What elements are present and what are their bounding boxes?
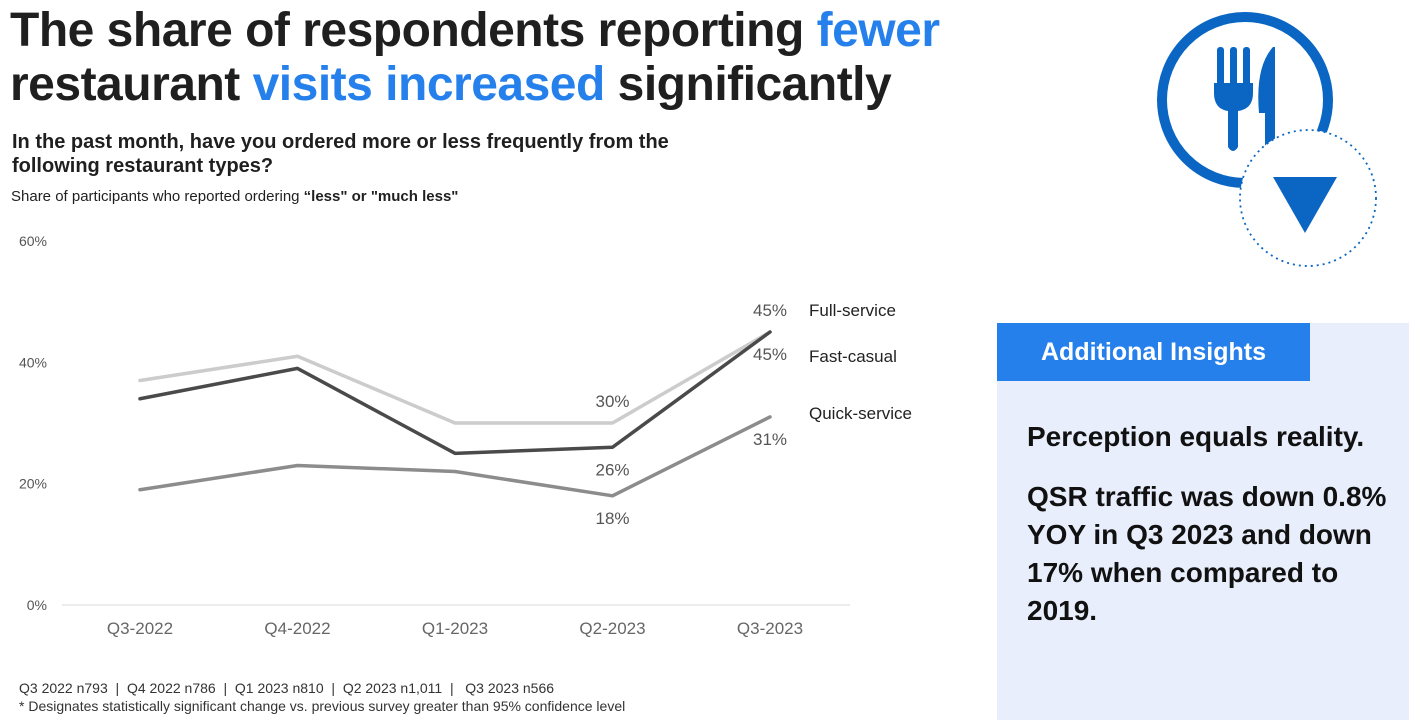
insights-header: Additional Insights — [997, 323, 1310, 381]
data-label: 45% — [753, 345, 787, 364]
x-tick-label: Q3-2023 — [737, 619, 803, 638]
x-tick-label: Q1-2023 — [422, 619, 488, 638]
series-line-full-service — [138, 330, 772, 425]
title-part2: restaurant — [10, 58, 253, 111]
additional-insights-panel: Additional Insights Perception equals re… — [997, 323, 1409, 720]
data-label: 18% — [595, 509, 629, 528]
title-highlight-fewer: fewer — [816, 4, 940, 57]
x-tick-label: Q3-2022 — [107, 619, 173, 638]
x-tick-label: Q4-2022 — [264, 619, 330, 638]
survey-question: In the past month, have you ordered more… — [12, 131, 669, 177]
footnote: Q3 2022 n793 | Q4 2022 n786 | Q1 2023 n8… — [19, 679, 625, 715]
significance-note: * Designates statistically significant c… — [19, 698, 626, 714]
title-part1: The share of respondents reporting — [10, 4, 817, 57]
restaurant-decline-icon — [1150, 5, 1390, 270]
series-name-fast-casual: Fast-casual — [809, 347, 897, 366]
y-tick-label: 40% — [19, 354, 47, 370]
subtitle-prefix: Share of participants who reported order… — [11, 188, 304, 205]
page-title: The share of respondents reporting fewer… — [10, 4, 950, 112]
subtitle-emphasis: “less" or "much less" — [303, 188, 459, 205]
data-label: 31% — [753, 430, 787, 449]
y-tick-label: 60% — [19, 233, 47, 249]
series-line-quick-service — [138, 415, 772, 498]
title-part3: significantly — [604, 58, 892, 111]
y-tick-label: 20% — [19, 476, 47, 492]
sample-sizes: Q3 2022 n793 | Q4 2022 n786 | Q1 2023 n8… — [19, 680, 555, 696]
x-tick-label: Q2-2023 — [579, 619, 645, 638]
series-line-fast-casual — [138, 330, 772, 456]
insights-body: QSR traffic was down 0.8% YOY in Q3 2023… — [1027, 481, 1387, 626]
chart-subtitle: Share of participants who reported order… — [11, 188, 458, 205]
line-chart: 0% 20% 40% 60% Q3-2022 Q4-2022 Q1-2023 Q2-2023 Q… — [19, 233, 912, 638]
y-tick-label: 0% — [27, 597, 47, 613]
title-highlight-visits: visits increased — [252, 58, 606, 111]
series-name-full-service: Full-service — [809, 301, 896, 320]
data-label: 45% — [753, 301, 787, 320]
data-label: 26% — [595, 460, 629, 479]
insights-lead: Perception equals reality. — [1027, 421, 1365, 452]
data-label: 30% — [595, 392, 629, 411]
series-name-quick-service: Quick-service — [809, 404, 912, 423]
